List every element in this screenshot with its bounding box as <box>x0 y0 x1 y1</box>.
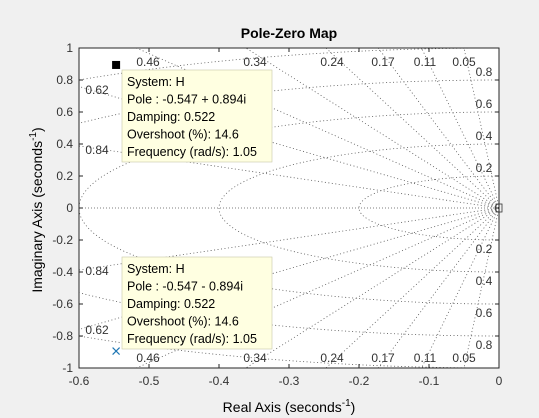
x-tick-label: -0.5 <box>139 374 160 388</box>
damping-grid-ray <box>325 48 499 209</box>
datatip-line: System: H <box>127 262 185 276</box>
damping-label-bottom: 0.11 <box>414 351 437 365</box>
y-tick-label: 0.4 <box>56 137 73 151</box>
datatip-line: Pole : -0.547 - 0.894i <box>127 280 243 294</box>
datatip-line: Damping: 0.522 <box>127 297 215 311</box>
y-axis-label-close: ) <box>29 127 45 132</box>
datatip-line: Overshoot (%): 14.6 <box>127 128 239 142</box>
datatip-line: Frequency (rad/s): 1.05 <box>127 145 257 159</box>
y-tick-label: -0.2 <box>52 233 73 247</box>
damping-label-left: 0.62 <box>85 323 109 337</box>
damping-label-top: 0.17 <box>371 55 395 69</box>
pole-marker-selected[interactable] <box>112 60 121 69</box>
damping-grid-ray <box>325 207 499 368</box>
y-tick-label: 1 <box>66 41 73 55</box>
datatip-line: Damping: 0.522 <box>127 110 215 124</box>
origin-marker <box>495 203 503 213</box>
x-tick-label: -0.6 <box>69 374 90 388</box>
x-tick-label: -0.4 <box>209 374 230 388</box>
axis-ticks: -0.6 -0.5 -0.4 -0.3 -0.2 -0.1 0 1 0.8 0.6 0.4 0.2 0 -… <box>52 41 502 388</box>
datatip: System: H Pole : -0.547 - 0.894i Damping: … <box>121 256 273 350</box>
y-tick-label: -0.6 <box>52 297 73 311</box>
datatip-box <box>121 69 273 163</box>
datatip-line: Frequency (rad/s): 1.05 <box>127 332 257 346</box>
damping-grid-ray <box>79 86 499 209</box>
frequency-label: 0.4 <box>476 129 493 143</box>
damping-grid-ray <box>377 48 499 209</box>
damping-frequency-grid: 0.46 0.46 0.34 0.34 0.24 0.24 0.17 0.17 0.11 0.11… <box>79 48 499 368</box>
damping-label-top: 0.34 <box>243 55 267 69</box>
x-axis-label-text: Real Axis (seconds <box>223 399 342 415</box>
y-axis-label-text: Imaginary Axis (seconds <box>29 141 45 293</box>
y-axis-label-superscript: -1 <box>28 132 39 141</box>
datatip-line: Overshoot (%): 14.6 <box>127 315 239 329</box>
pole-markers[interactable] <box>112 60 503 355</box>
datatips: System: H Pole : -0.547 + 0.894i Damping: … <box>121 69 273 350</box>
pole-marker-x[interactable] <box>112 347 121 355</box>
x-tick-label: -0.1 <box>419 374 440 388</box>
damping-label-left: 0.84 <box>85 264 109 278</box>
x-tick-label: -0.3 <box>279 374 300 388</box>
damping-label-bottom: 0.05 <box>452 351 476 365</box>
x-axis-label-superscript: -1 <box>342 398 351 409</box>
frequency-label: 0.8 <box>476 65 493 79</box>
x-axis-label: Real Axis (seconds-1) <box>223 398 356 415</box>
x-axis-label-close: ) <box>351 399 356 415</box>
datatip-line: Pole : -0.547 + 0.894i <box>127 93 246 107</box>
damping-label-top: 0.46 <box>136 55 160 69</box>
frequency-label: 0.2 <box>476 161 493 175</box>
damping-label-bottom: 0.46 <box>136 351 160 365</box>
damping-label-bottom: 0.17 <box>371 351 395 365</box>
damping-label-bottom: 0.24 <box>320 351 344 365</box>
x-tick-label: 0 <box>496 374 503 388</box>
chart-title: Pole-Zero Map <box>241 25 337 41</box>
damping-grid-ray <box>377 207 499 368</box>
frequency-label: 0.2 <box>476 242 493 256</box>
damping-label-left: 0.62 <box>85 83 109 97</box>
damping-label-top: 0.24 <box>320 55 344 69</box>
frequency-label: 0.6 <box>476 97 493 111</box>
frequency-grid-arc <box>218 143 499 273</box>
y-tick-label: -1 <box>62 361 73 375</box>
damping-label-left: 0.84 <box>85 143 109 157</box>
datatip-box <box>121 256 273 350</box>
x-tick-label: -0.2 <box>349 374 370 388</box>
frequency-label: 0.4 <box>476 274 493 288</box>
y-tick-label: 0.8 <box>56 73 73 87</box>
frequency-label: 0.8 <box>476 338 493 352</box>
damping-grid-ray <box>79 207 499 330</box>
datatip-line: System: H <box>127 75 185 89</box>
y-tick-label: -0.4 <box>52 265 73 279</box>
y-tick-label: 0.6 <box>56 105 73 119</box>
damping-label-top: 0.05 <box>452 55 476 69</box>
y-tick-label: -0.8 <box>52 329 73 343</box>
frequency-label: 0.6 <box>476 306 493 320</box>
datatip: System: H Pole : -0.547 + 0.894i Damping: … <box>121 69 273 163</box>
y-tick-label: 0.2 <box>56 169 73 183</box>
damping-label-bottom: 0.34 <box>243 351 267 365</box>
y-tick-label: 0 <box>66 201 73 215</box>
damping-label-top: 0.11 <box>414 55 437 69</box>
y-axis-label: Imaginary Axis (seconds-1) <box>28 127 45 292</box>
frequency-grid-arc <box>79 111 499 305</box>
